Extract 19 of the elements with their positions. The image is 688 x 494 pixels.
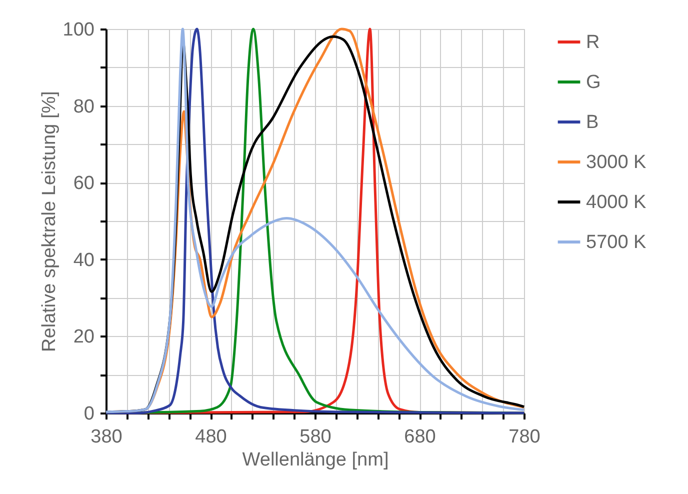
legend-label: 5700 K xyxy=(586,232,647,253)
y-tick-label: 100 xyxy=(62,20,94,40)
y-tick-label: 80 xyxy=(73,96,94,118)
y-tick-label: 0 xyxy=(84,404,94,424)
legend-label: B xyxy=(586,112,599,133)
x-tick-label: 480 xyxy=(195,426,227,448)
y-tick-label: 40 xyxy=(73,250,94,271)
x-tick-label: 780 xyxy=(508,426,540,448)
y-tick-label: 60 xyxy=(73,173,94,194)
legend-label: R xyxy=(586,32,600,53)
x-tick-label: 680 xyxy=(404,426,436,448)
y-axis-title: Relative spektrale Leistung [%] xyxy=(38,91,60,352)
x-tick-label: 380 xyxy=(90,426,122,448)
x-axis-title: Wellenlänge [nm] xyxy=(242,450,389,470)
y-tick-label: 20 xyxy=(73,326,94,348)
legend-label: 4000 K xyxy=(586,192,647,213)
legend-label: 3000 K xyxy=(586,152,647,173)
legend-label: G xyxy=(586,72,601,93)
x-tick-label: 580 xyxy=(300,426,332,448)
